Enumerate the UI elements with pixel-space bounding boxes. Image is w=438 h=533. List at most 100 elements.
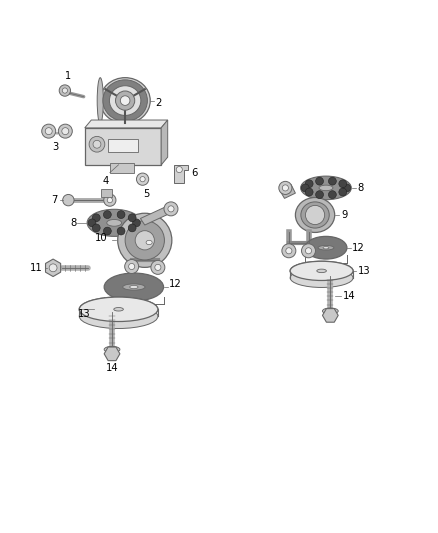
Circle shape	[339, 188, 347, 196]
Ellipse shape	[290, 268, 353, 287]
Circle shape	[140, 176, 145, 182]
FancyBboxPatch shape	[85, 128, 161, 165]
Ellipse shape	[97, 78, 103, 124]
Text: 2: 2	[155, 98, 161, 108]
Circle shape	[128, 224, 136, 232]
Ellipse shape	[290, 261, 353, 280]
Circle shape	[107, 198, 113, 203]
Circle shape	[132, 219, 140, 227]
Circle shape	[128, 214, 136, 222]
Ellipse shape	[322, 308, 338, 314]
Circle shape	[129, 263, 135, 270]
Polygon shape	[141, 205, 173, 225]
Circle shape	[59, 85, 71, 96]
Polygon shape	[161, 120, 168, 165]
Polygon shape	[174, 165, 188, 183]
Circle shape	[92, 214, 100, 222]
Circle shape	[283, 185, 288, 191]
Circle shape	[339, 180, 347, 188]
Text: 11: 11	[29, 263, 42, 273]
Circle shape	[103, 211, 111, 219]
Text: 1: 1	[65, 71, 71, 81]
Circle shape	[88, 219, 96, 227]
Text: 13: 13	[78, 309, 90, 319]
Circle shape	[42, 124, 56, 138]
Ellipse shape	[107, 220, 122, 226]
Circle shape	[45, 128, 52, 135]
Ellipse shape	[146, 240, 152, 245]
Ellipse shape	[79, 304, 158, 328]
Circle shape	[328, 191, 336, 199]
Polygon shape	[280, 184, 295, 198]
Circle shape	[286, 248, 292, 254]
Circle shape	[93, 140, 101, 148]
Circle shape	[305, 205, 325, 224]
Ellipse shape	[103, 80, 148, 122]
Circle shape	[125, 221, 164, 260]
Text: 12: 12	[352, 243, 365, 253]
Circle shape	[49, 264, 57, 272]
Circle shape	[63, 195, 74, 206]
Text: 10: 10	[95, 233, 108, 243]
Circle shape	[305, 180, 313, 188]
Polygon shape	[322, 309, 338, 322]
Ellipse shape	[318, 246, 334, 250]
Circle shape	[117, 227, 125, 235]
Circle shape	[343, 184, 351, 192]
Text: 14: 14	[106, 364, 118, 374]
Ellipse shape	[79, 297, 158, 321]
Circle shape	[176, 166, 182, 173]
Text: 9: 9	[341, 210, 348, 220]
Text: 5: 5	[143, 189, 149, 199]
Circle shape	[301, 184, 309, 192]
Polygon shape	[85, 120, 168, 128]
Circle shape	[58, 124, 72, 138]
Circle shape	[92, 224, 100, 232]
Circle shape	[118, 213, 172, 268]
FancyBboxPatch shape	[110, 163, 134, 173]
Ellipse shape	[79, 297, 158, 321]
Polygon shape	[104, 347, 120, 361]
Text: 12: 12	[169, 279, 181, 288]
Text: 4: 4	[102, 176, 109, 186]
Circle shape	[120, 96, 130, 106]
Circle shape	[305, 248, 311, 254]
Ellipse shape	[301, 202, 329, 228]
Bar	[108, 140, 138, 152]
Circle shape	[328, 177, 336, 185]
Circle shape	[137, 173, 149, 185]
Ellipse shape	[323, 246, 329, 249]
Text: 7: 7	[51, 195, 57, 205]
Text: 13: 13	[357, 266, 370, 276]
Ellipse shape	[290, 261, 353, 280]
Circle shape	[125, 260, 139, 273]
Text: 14: 14	[343, 291, 355, 301]
Ellipse shape	[319, 185, 333, 191]
Circle shape	[282, 244, 296, 258]
Ellipse shape	[305, 236, 347, 259]
Circle shape	[104, 194, 116, 206]
Ellipse shape	[104, 273, 163, 301]
Text: 3: 3	[52, 142, 58, 152]
Circle shape	[164, 202, 178, 216]
Bar	[101, 189, 112, 197]
Ellipse shape	[100, 78, 150, 124]
Circle shape	[117, 211, 125, 219]
Circle shape	[301, 244, 315, 258]
Circle shape	[155, 264, 161, 270]
Circle shape	[316, 177, 324, 185]
Circle shape	[103, 227, 111, 235]
Circle shape	[62, 88, 67, 93]
Ellipse shape	[87, 209, 141, 236]
Circle shape	[62, 128, 69, 135]
Circle shape	[316, 191, 324, 199]
Circle shape	[151, 261, 165, 274]
Circle shape	[135, 231, 154, 250]
Text: 8: 8	[357, 183, 364, 193]
Circle shape	[89, 136, 105, 152]
Circle shape	[279, 181, 292, 195]
Circle shape	[116, 91, 135, 110]
Ellipse shape	[317, 269, 326, 272]
Polygon shape	[46, 259, 60, 277]
Ellipse shape	[104, 346, 120, 352]
